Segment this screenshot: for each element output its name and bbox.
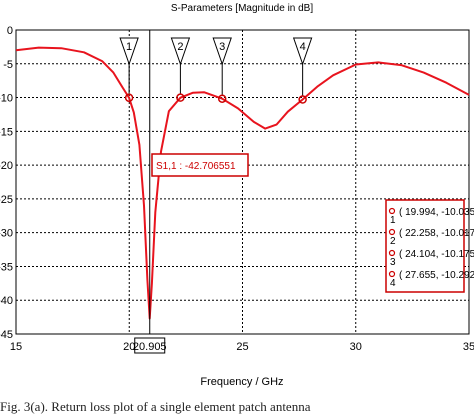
y-tick-label: -15 bbox=[0, 126, 13, 138]
y-tick-label: -25 bbox=[0, 194, 13, 206]
readout-value: ( 24.104, -10.175 ) bbox=[399, 249, 474, 260]
chart-title: S-Parameters [Magnitude in dB] bbox=[171, 3, 314, 14]
marker-flag[interactable] bbox=[292, 37, 313, 66]
readout-marker-icon bbox=[388, 228, 396, 236]
x-tick-label: 15 bbox=[10, 341, 22, 353]
min-callout: S1,1 : -42.706551 20.905 bbox=[133, 30, 249, 354]
x-tick-label: 30 bbox=[350, 341, 362, 353]
y-tick-label: -40 bbox=[0, 295, 13, 307]
x-tick-label: 35 bbox=[463, 341, 474, 353]
marker-point bbox=[298, 95, 307, 104]
min-frequency-box bbox=[134, 337, 166, 354]
y-tick-label: -30 bbox=[0, 228, 13, 240]
x-tick-label: 25 bbox=[236, 341, 248, 353]
y-tick-label: -20 bbox=[0, 160, 13, 172]
marker-readout-box: 1( 19.994, -10.035 ) 2( 22.258, -10.017 )… bbox=[385, 199, 474, 293]
y-tick-label: -10 bbox=[0, 93, 13, 105]
markers: 1 2 3 4 bbox=[119, 37, 313, 104]
y-axis-ticks: 0 -5 -10 -15 -20 -25 -30 -35 -40 -45 bbox=[0, 25, 13, 341]
readout-value: ( 19.994, -10.035 ) bbox=[399, 207, 474, 218]
readout-marker-icon bbox=[388, 249, 396, 257]
x-axis-title: Frequency / GHz bbox=[200, 376, 283, 388]
readout-value: ( 22.258, -10.017 ) bbox=[399, 228, 474, 239]
marker-point bbox=[217, 94, 227, 103]
series-line-s11 bbox=[15, 46, 470, 320]
min-value-box bbox=[151, 153, 249, 177]
marker-number: 1 bbox=[126, 41, 132, 53]
marker-number: 4 bbox=[300, 41, 306, 53]
readout-marker-id: 1 bbox=[390, 215, 396, 226]
readout-marker-id: 4 bbox=[390, 278, 396, 289]
readout-box-frame bbox=[385, 199, 465, 293]
marker-number: 2 bbox=[177, 41, 183, 53]
readout-marker-id: 3 bbox=[390, 257, 396, 268]
marker-flag[interactable] bbox=[170, 37, 191, 66]
marker-point bbox=[124, 93, 134, 103]
plot-area-frame bbox=[15, 29, 470, 335]
readout-value: ( 27.655, -10.292 ) bbox=[399, 270, 474, 281]
readout-marker-id: 2 bbox=[390, 236, 396, 247]
x-axis-ticks: 15 20 25 30 35 bbox=[10, 341, 474, 353]
min-value-label: S1,1 : -42.706551 bbox=[156, 161, 236, 172]
marker-flag[interactable] bbox=[119, 37, 139, 66]
x-tick-label: 20 bbox=[123, 341, 135, 353]
series bbox=[15, 46, 470, 320]
marker-point bbox=[176, 93, 185, 102]
figure-caption: Fig. 3(a). Return loss plot of a single … bbox=[0, 399, 311, 414]
y-tick-label: -45 bbox=[0, 329, 13, 341]
y-tick-label: -35 bbox=[0, 261, 13, 273]
readout-marker-icon bbox=[388, 270, 396, 278]
marker-number: 3 bbox=[219, 41, 225, 53]
marker-flag[interactable] bbox=[212, 37, 232, 66]
min-frequency-label: 20.905 bbox=[133, 341, 167, 353]
y-tick-label: -5 bbox=[3, 59, 13, 71]
readout-marker-icon bbox=[388, 207, 396, 215]
y-tick-label: 0 bbox=[7, 25, 13, 37]
